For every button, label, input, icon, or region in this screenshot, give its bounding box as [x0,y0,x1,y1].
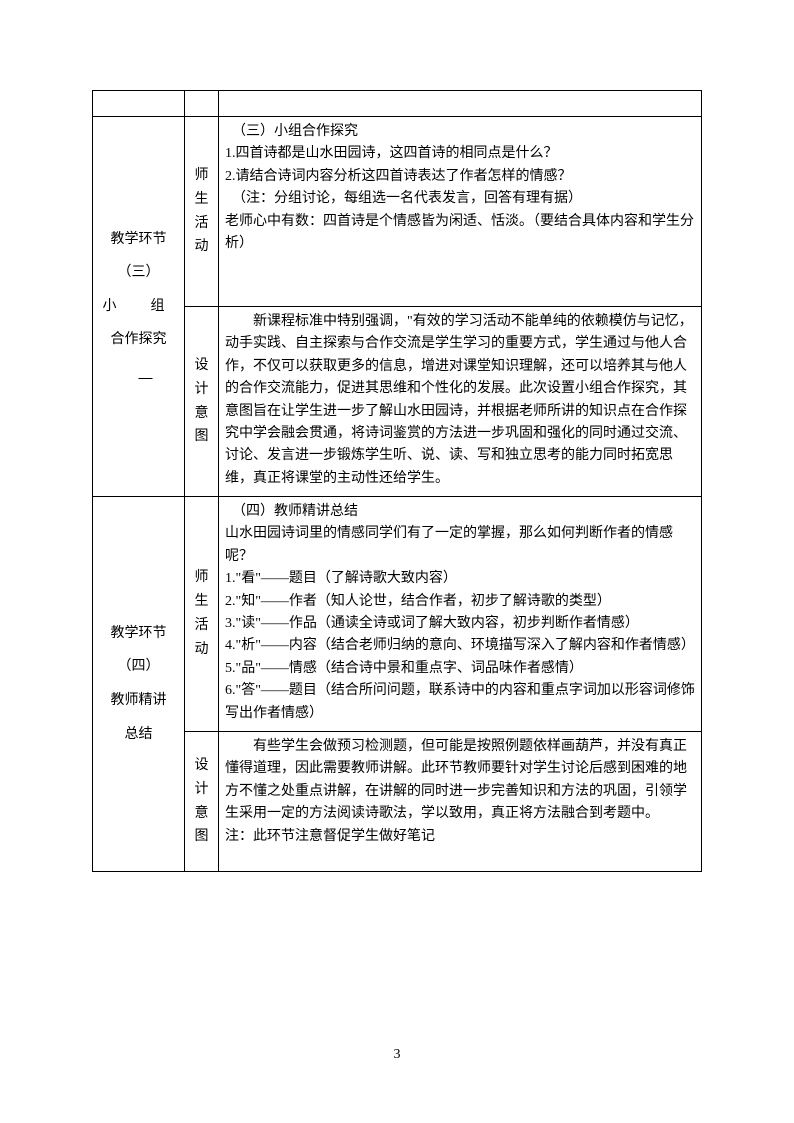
s4-l0: 教学环节 [99,617,178,651]
section4-intent-label-cell: 设计意图 [185,732,219,872]
s4i-note: 注：此环节注意督促学生做好笔记 [225,826,695,848]
s4-l3: 总结 [99,718,178,752]
s4a-6: 5."品"——情感（结合诗中景和重点字、词品味作者感情） [225,658,695,680]
s4a-1: 山水田园诗词里的情感同学们有了一定的掌握，那么如何判断作者的情感呢？ [225,523,695,568]
s4a-3: 2."知"——作者（知人论世，结合作者，初步了解诗歌的类型） [225,591,695,613]
header-c3 [219,91,702,117]
s3-l3: 合作探究 [99,323,178,390]
section4-intent-content: 有些学生会做预习检测题，但可能是按照例题依样画葫芦，并没有真正懂得道理，因此需要… [219,732,702,872]
section3-activity-label-cell: 师生活动 [185,117,219,307]
s3a-4: 老师心中有数：四首诗是个情感皆为闲适、恬淡。（要结合具体内容和学生分析） [225,211,695,256]
s3-l1: （三） [99,256,178,290]
section3-intent-label: 设计意图 [191,311,212,492]
s3a-2: 2.请结合诗词内容分析这四首诗表达了作者怎样的情感？ [225,166,695,188]
s3a-1: 1.四首诗都是山水田园诗，这四首诗的相同点是什么？ [225,143,695,165]
header-row [93,91,702,117]
s4i-text: 有些学生会做预习检测题，但可能是按照例题依样画葫芦，并没有真正懂得道理，因此需要… [225,736,695,826]
s4-l2: 教师精讲 [99,684,178,718]
s4a-7: 6."答"——题目（结合所问问题，联系诗中的内容和重点字词加以形容词修饰写出作者… [225,680,695,725]
s4a-2: 1."看"——题目（了解诗歌大致内容） [225,568,695,590]
s3a-0: （三）小组合作探究 [225,121,695,143]
s4a-5: 4."析"——内容（结合老师归纳的意向、环境描写深入了解内容和作者情感） [225,635,695,657]
s4a-4: 3."读"——作品（通读全诗或词了解大致内容，初步判断作者情感） [225,613,695,635]
section3-activity-content: （三）小组合作探究 1.四首诗都是山水田园诗，这四首诗的相同点是什么？ 2.请结… [219,117,702,307]
section4-activity-label: 师生活动 [191,501,212,727]
section4-activity-content: （四）教师精讲总结 山水田园诗词里的情感同学们有了一定的掌握，那么如何判断作者的… [219,497,702,732]
page-number: 3 [0,1047,794,1063]
s3-l2: 小 组 [99,290,178,324]
section4-activity-label-cell: 师生活动 [185,497,219,732]
header-c1 [93,91,185,117]
header-c2 [185,91,219,117]
section3-title: 教学环节 （三） 小 组 合作探究 [99,223,178,391]
s3-l0: 教学环节 [99,223,178,257]
s3a-3: （注：分组讨论，每组选一名代表发言，回答有理有据） [225,188,695,210]
s4-l1: （四） [99,650,178,684]
section4-intent-row: 设计意图 有些学生会做预习检测题，但可能是按照例题依样画葫芦，并没有真正懂得道理… [93,732,702,872]
s4a-0: （四）教师精讲总结 [225,501,695,523]
section4-title: 教学环节 （四） 教师精讲 总结 [99,617,178,751]
section3-intent-content: 新课程标准中特别强调，"有效的学习活动不能单纯的依赖模仿与记忆，动手实践、自主探… [219,307,702,497]
section4-title-cell: 教学环节 （四） 教师精讲 总结 [93,497,185,872]
section3-activity-label: 师生活动 [191,121,212,302]
section4-intent-label: 设计意图 [191,736,212,867]
section3-intent-label-cell: 设计意图 [185,307,219,497]
lesson-plan-table: 教学环节 （三） 小 组 合作探究 师生活动 （三）小组合作探究 1.四首诗都是… [92,90,702,872]
section3-activity-row: 教学环节 （三） 小 组 合作探究 师生活动 （三）小组合作探究 1.四首诗都是… [93,117,702,307]
section3-intent-row: 设计意图 新课程标准中特别强调，"有效的学习活动不能单纯的依赖模仿与记忆，动手实… [93,307,702,497]
s3i-text: 新课程标准中特别强调，"有效的学习活动不能单纯的依赖模仿与记忆，动手实践、自主探… [225,311,695,490]
section3-title-cell: 教学环节 （三） 小 组 合作探究 [93,117,185,497]
section4-activity-row: 教学环节 （四） 教师精讲 总结 师生活动 （四）教师精讲总结 山水田园诗词里的… [93,497,702,732]
